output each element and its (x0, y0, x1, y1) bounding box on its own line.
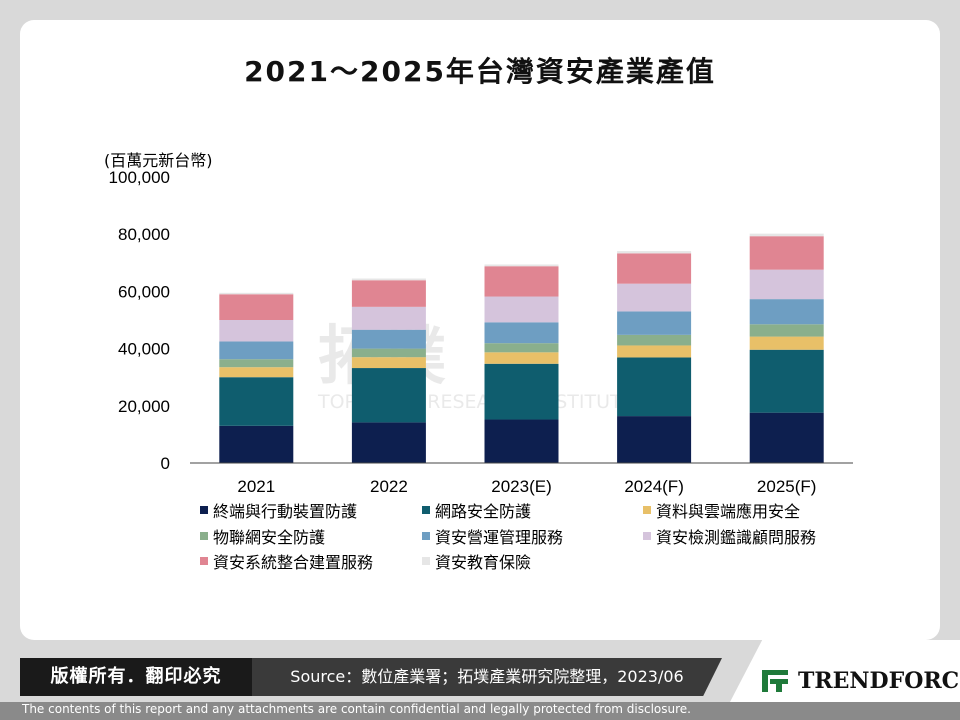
source-note: Source：數位產業署；拓墣產業研究院整理，2023/06 (252, 658, 722, 696)
bar-segment (219, 359, 294, 368)
legend-swatch (643, 506, 651, 514)
bar-segment (219, 425, 294, 463)
bar-segment (484, 419, 559, 463)
bar-segment (484, 264, 559, 267)
bar-segment (749, 324, 824, 337)
x-tick-label: 2023(E) (491, 477, 551, 496)
trendforce-logo-icon (762, 670, 788, 692)
bar-segment (617, 416, 692, 463)
bar-segment (749, 412, 824, 463)
trendforce-logo-text: TRENDFORCE (798, 668, 960, 694)
bar-segment (749, 233, 824, 237)
legend-swatch (422, 506, 430, 514)
y-tick-label: 40,000 (118, 340, 170, 359)
bar-segment (351, 278, 426, 281)
legend-label: 資料與雲端應用安全 (656, 502, 801, 521)
y-tick-label: 20,000 (118, 397, 170, 416)
disclaimer-text: The contents of this report and any atta… (22, 702, 691, 716)
bar-segment (351, 368, 426, 423)
legend-swatch (200, 557, 208, 565)
bar-segment (219, 341, 294, 360)
legend-label: 資安檢測鑑識顧問服務 (656, 528, 817, 547)
bar-segment (617, 345, 692, 358)
bar-segment (617, 283, 692, 312)
bar-segment (484, 266, 559, 297)
bar-segment (351, 306, 426, 330)
legend-item: 終端與行動裝置防護 (200, 498, 357, 522)
legend-swatch (422, 532, 430, 540)
bar-segment (484, 343, 559, 353)
bar-segment (351, 329, 426, 349)
bar-segment (749, 269, 824, 300)
x-tick-label: 2025(F) (757, 477, 817, 496)
legend-item: 資安檢測鑑識顧問服務 (643, 524, 816, 548)
bar-segment (617, 334, 692, 346)
chart-title: 2021～2025年台灣資安產業產值 (244, 55, 716, 88)
y-tick-label: 60,000 (118, 282, 170, 301)
legend-item: 資安營運管理服務 (422, 524, 563, 548)
bar-segment (351, 280, 426, 307)
bar-segment (617, 311, 692, 335)
y-tick-label: 100,000 (109, 168, 170, 187)
legend-label: 網路安全防護 (435, 502, 532, 521)
bar-segment (219, 367, 294, 378)
legend-label: 資安營運管理服務 (435, 528, 564, 547)
bar-segment (351, 348, 426, 358)
bar-segment (219, 292, 294, 295)
bar-segment (351, 422, 426, 463)
bar-segment (484, 296, 559, 323)
legend-label: 終端與行動裝置防護 (213, 502, 358, 521)
bar-segment (617, 357, 692, 417)
legend-label: 物聯網安全防護 (213, 528, 326, 547)
bar-segment (219, 294, 294, 320)
y-axis-unit-label: (百萬元新台幣) (104, 151, 213, 170)
y-tick-label: 80,000 (118, 225, 170, 244)
bar-segment (749, 299, 824, 325)
x-tick-label: 2022 (370, 477, 408, 496)
legend-swatch (200, 532, 208, 540)
legend-label: 資安教育保險 (435, 553, 532, 572)
bar-segment (484, 322, 559, 344)
legend-item: 網路安全防護 (422, 498, 531, 522)
bar-segment (219, 320, 294, 342)
bar-segment (617, 253, 692, 284)
bar-segment (749, 236, 824, 270)
x-tick-label: 2024(F) (624, 477, 684, 496)
y-tick-label: 0 (161, 454, 170, 473)
legend-item: 資料與雲端應用安全 (643, 498, 800, 522)
legend-item: 資安教育保險 (422, 549, 531, 573)
bar-segment (749, 336, 824, 350)
stacked-bar-chart: 拓墣 TOPOLOGY RESEARCH INSTITUTE 020,00040… (109, 168, 853, 496)
legend-swatch (200, 506, 208, 514)
copyright-notice: 版權所有．翻印必究 (20, 658, 252, 696)
bar-segment (219, 377, 294, 426)
legend-item: 資安系統整合建置服務 (200, 549, 373, 573)
bar-segment (351, 357, 426, 369)
legend-item: 物聯網安全防護 (200, 524, 325, 548)
bar-segment (749, 349, 824, 413)
bar-segment (617, 251, 692, 254)
bar-segment (484, 352, 559, 364)
legend-label: 資安系統整合建置服務 (213, 553, 374, 572)
x-tick-label: 2021 (237, 477, 275, 496)
disclaimer-strip (0, 702, 960, 720)
legend-swatch (422, 557, 430, 565)
legend-swatch (643, 532, 651, 540)
bar-segment (484, 363, 559, 420)
